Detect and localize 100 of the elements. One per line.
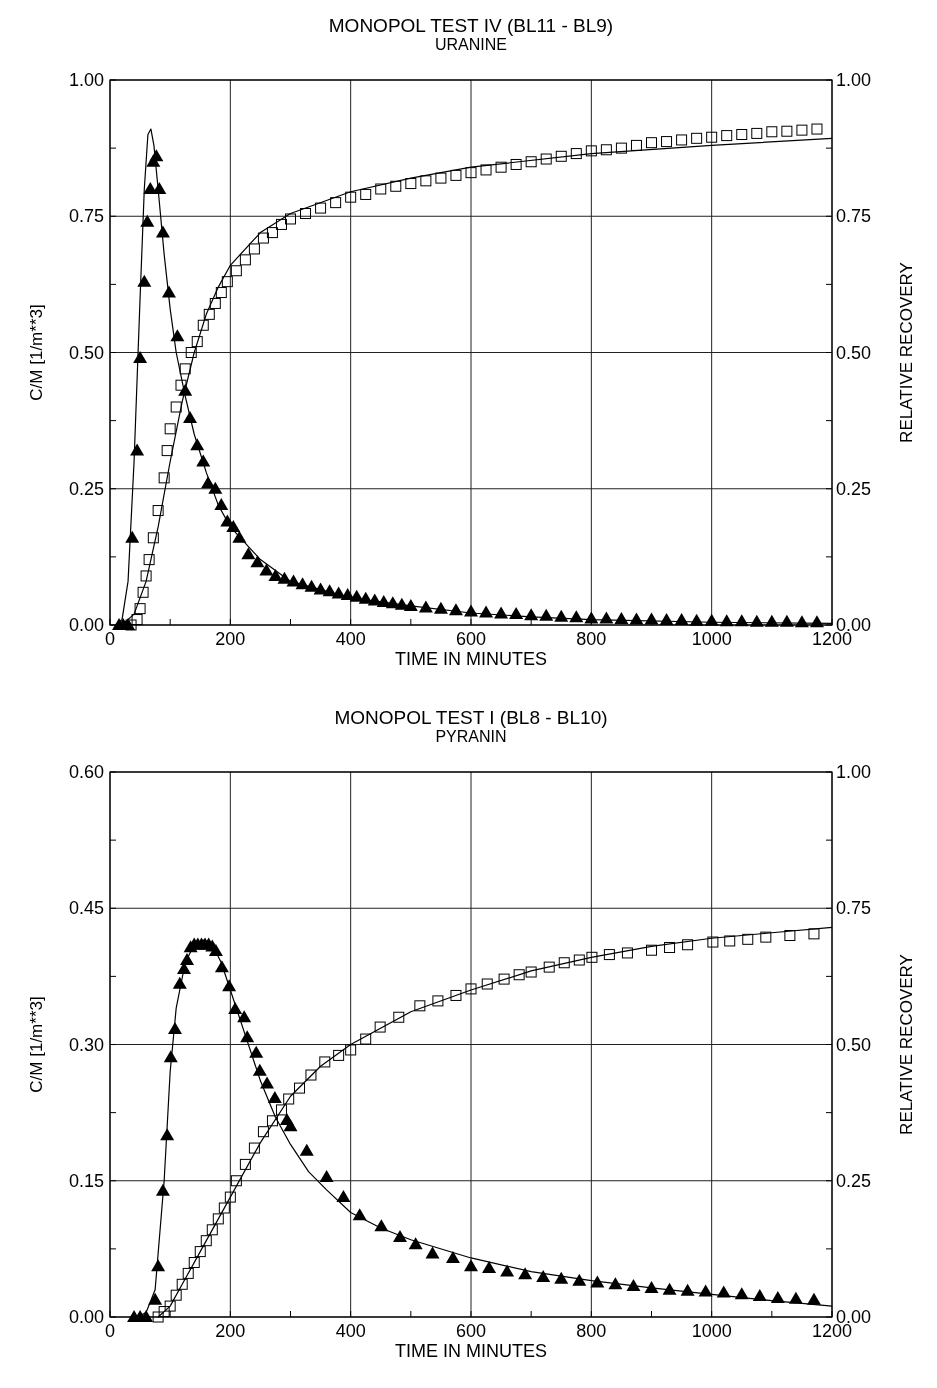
point	[267, 1091, 282, 1104]
point	[662, 1282, 677, 1295]
point	[481, 978, 493, 990]
point	[336, 1190, 351, 1203]
x-tick-label: 0	[104, 1321, 116, 1341]
point	[319, 1170, 334, 1183]
point	[148, 1292, 163, 1305]
point	[172, 976, 187, 989]
point	[260, 1076, 275, 1089]
y2-tick-label: 0.50	[836, 1034, 872, 1055]
point	[536, 1270, 551, 1283]
point	[788, 1291, 803, 1304]
point	[230, 1175, 242, 1187]
x-tick-label: 0	[104, 629, 116, 649]
x-tick-label: 200	[215, 629, 246, 649]
point	[572, 1273, 587, 1286]
point	[167, 1022, 182, 1035]
point	[214, 960, 229, 973]
point	[664, 941, 676, 953]
y-tick-label: 0.00	[68, 615, 104, 635]
point	[160, 1128, 175, 1141]
point	[345, 1044, 357, 1056]
point	[176, 1278, 188, 1290]
point	[543, 961, 555, 973]
point	[603, 949, 615, 961]
point	[299, 1143, 314, 1156]
point	[163, 1050, 178, 1063]
point	[224, 1191, 236, 1203]
y-tick-label: 0.25	[68, 478, 104, 499]
y-tick-label: 1.00	[68, 70, 104, 90]
point	[152, 1311, 164, 1323]
chart-title: MONOPOL TEST I (BL8 - BL10)	[334, 707, 608, 728]
point	[283, 1093, 295, 1105]
x-axis-title: TIME IN MINUTES	[395, 1341, 547, 1361]
point	[608, 1277, 623, 1290]
chart-subtitle: PYRANIN	[435, 728, 507, 745]
point	[194, 1246, 206, 1258]
y-tick-label: 0.00	[68, 1307, 104, 1327]
point	[621, 947, 633, 959]
y2-tick-label: 0.75	[836, 898, 872, 919]
point	[500, 1264, 515, 1277]
point	[680, 1283, 695, 1296]
point	[222, 979, 237, 992]
point	[200, 1235, 212, 1247]
x-tick-label: 600	[455, 629, 487, 649]
point	[408, 1237, 423, 1250]
y2-tick-label: 1.00	[836, 70, 872, 90]
y2-tick-label: 0.75	[836, 206, 872, 227]
y2-axis-title: RELATIVE RECOVERY	[897, 262, 916, 443]
y-tick-label: 0.60	[68, 762, 104, 782]
point	[158, 1306, 170, 1318]
point	[283, 1119, 298, 1132]
point	[558, 957, 570, 969]
point	[275, 1104, 287, 1116]
point	[208, 943, 223, 956]
point	[206, 1224, 218, 1236]
point	[248, 1142, 260, 1154]
point	[784, 930, 796, 941]
point	[644, 1280, 659, 1293]
x-tick-label: 400	[335, 1321, 366, 1341]
x-tick-label: 800	[576, 1321, 607, 1341]
y2-axis-title: RELATIVE RECOVERY	[897, 954, 916, 1135]
point	[770, 1290, 785, 1303]
y2-tick-label: 1.00	[836, 762, 872, 782]
point	[742, 933, 754, 945]
point	[188, 1257, 200, 1268]
point	[646, 944, 657, 956]
point	[586, 951, 598, 963]
y-axis-title: C/M [1/m**3]	[27, 304, 46, 401]
chart-title: MONOPOL TEST IV (BL11 - BL9)	[328, 15, 614, 36]
point	[734, 1287, 749, 1300]
point	[360, 1033, 372, 1045]
point	[212, 1213, 224, 1225]
x-tick-label: 200	[215, 1321, 246, 1341]
point	[698, 1284, 713, 1297]
point	[682, 939, 694, 951]
point	[432, 995, 444, 1007]
point	[151, 1259, 166, 1272]
x-tick-label: 1000	[691, 629, 732, 649]
point	[249, 1045, 264, 1058]
point	[257, 1126, 269, 1138]
point	[482, 1260, 497, 1273]
point	[518, 1267, 533, 1280]
point	[180, 953, 195, 966]
point	[806, 1292, 821, 1305]
point	[228, 1002, 243, 1015]
point	[464, 1259, 478, 1272]
point	[155, 1183, 170, 1196]
point	[752, 1289, 767, 1302]
point	[573, 954, 585, 966]
point	[425, 1246, 440, 1259]
point	[170, 1289, 182, 1301]
x-tick-label: 1000	[691, 1321, 732, 1341]
point	[707, 936, 719, 948]
point	[393, 1011, 405, 1023]
point	[445, 1250, 460, 1263]
y-tick-label: 0.50	[68, 342, 104, 363]
point	[266, 1115, 278, 1127]
y-tick-label: 0.75	[68, 206, 104, 227]
point	[393, 1230, 407, 1243]
